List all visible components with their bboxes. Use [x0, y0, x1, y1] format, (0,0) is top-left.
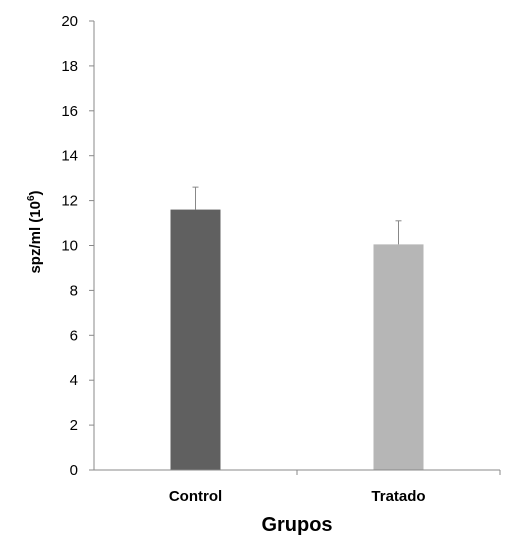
y-axis-title-superscript: 6 [26, 195, 37, 201]
x-axis: Control Tratado [94, 469, 501, 505]
y-axis-title: spz/ml (106) [26, 190, 44, 273]
error-bars [192, 186, 402, 245]
y-tick-label: 0 [70, 462, 78, 479]
y-tick-label: 20 [61, 13, 78, 30]
y-tick-label: 10 [61, 238, 78, 255]
y-tick-label: 18 [61, 58, 78, 75]
y-axis-title-close: ) [27, 190, 44, 195]
x-axis-title: Grupos [261, 514, 332, 536]
x-tick-label-control: Control [169, 488, 222, 505]
y-tick-label: 14 [61, 148, 78, 165]
y-tick-label: 6 [70, 327, 78, 344]
bar-control [170, 209, 221, 470]
bar-tratado [373, 244, 424, 470]
y-tick-label: 12 [61, 193, 78, 210]
y-tick-label: 8 [70, 282, 78, 299]
y-axis-title-main: spz/ml (10 [27, 201, 44, 274]
y-axis: 0 2 4 6 8 10 12 14 16 18 20 [61, 13, 95, 479]
x-tick-label-tratado: Tratado [371, 488, 425, 505]
y-tick-label: 4 [70, 372, 78, 389]
y-tick-label: 2 [70, 417, 78, 434]
bars [170, 209, 424, 470]
y-tick-label: 16 [61, 103, 78, 120]
